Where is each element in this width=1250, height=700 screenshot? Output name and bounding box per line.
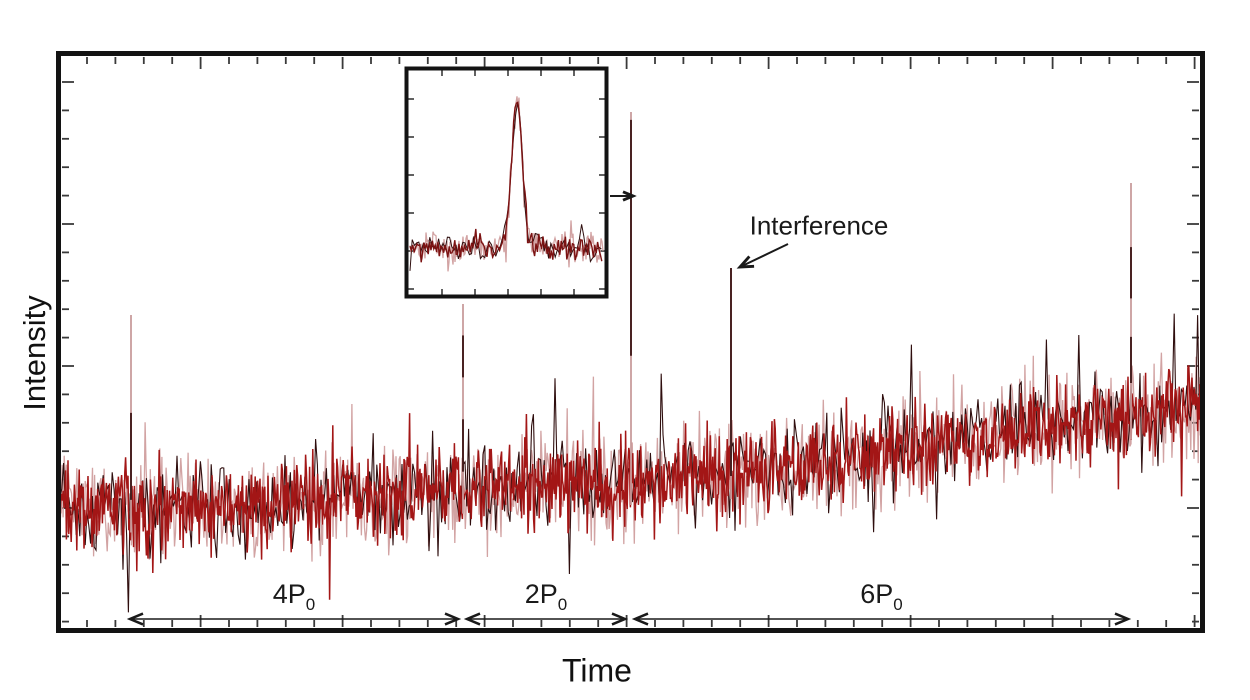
inset-box: [404, 66, 609, 299]
interference-label: Interference: [749, 210, 889, 241]
inset-trace: [409, 96, 604, 272]
interval-label-1: 2P0: [525, 579, 568, 615]
interval-label-2: 6P0: [860, 579, 903, 615]
interval-arrow-0: [126, 612, 462, 626]
inset-callout-arrow: [610, 190, 637, 202]
interval-arrow-2: [631, 612, 1132, 626]
interval-subscript: 0: [305, 595, 316, 614]
interval-text: 6P: [860, 579, 894, 609]
interval-arrow-1: [463, 612, 629, 626]
interference-arrow: [736, 243, 789, 269]
signal-trace-main: [60, 365, 1201, 600]
interval-text: 4P: [272, 579, 306, 609]
inset-ticks: [408, 70, 605, 295]
interval-text: 2P: [524, 579, 558, 609]
plot-border: [56, 51, 1205, 633]
x-axis-label: Time: [562, 652, 632, 689]
interval-subscript: 0: [557, 595, 568, 614]
inset-border: [404, 66, 609, 299]
interval-subscript: 0: [893, 595, 903, 614]
annotation-arrows: [126, 190, 1132, 626]
interval-label-0: 4P0: [273, 579, 316, 615]
y-axis-label: Intensity: [17, 295, 52, 411]
signal-trace: [60, 112, 1201, 613]
